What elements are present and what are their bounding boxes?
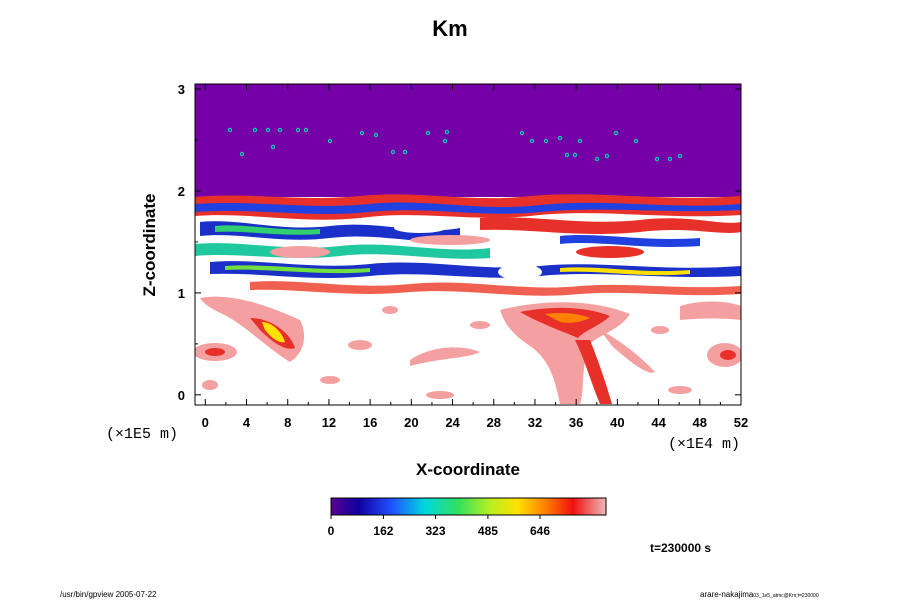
speckle-core (279, 129, 281, 131)
x-axis-title: X-coordinate (416, 460, 520, 479)
speckle-core (669, 158, 671, 160)
x-tick-label: 0 (202, 415, 209, 430)
speckle-core (267, 129, 269, 131)
x-tick-label: 44 (651, 415, 666, 430)
colorbar-label: 323 (425, 524, 445, 538)
colorbar-label: 485 (478, 524, 498, 538)
speckle-core (531, 140, 533, 142)
speckle-core (446, 131, 448, 133)
speckle-core (521, 132, 523, 134)
chart-title: Km (432, 16, 468, 41)
speckle-core (545, 140, 547, 142)
speckle-core (254, 129, 256, 131)
turbulent-band (195, 194, 741, 296)
speckle-core (404, 151, 406, 153)
speckle-core (444, 140, 446, 142)
x-tick-label: 16 (363, 415, 377, 430)
speckle-core (329, 140, 331, 142)
y-axis-title: Z-coordinate (140, 193, 159, 297)
speckle-core (272, 146, 274, 148)
speckle-core (297, 129, 299, 131)
speckle-core (615, 132, 617, 134)
footer-right: arare-nakajima03_1e5_atmc@Km;t=230000 (700, 590, 819, 599)
speckle-core (656, 158, 658, 160)
speckle-core (574, 154, 576, 156)
upper-uniform-region (195, 84, 741, 197)
x-tick-label: 24 (445, 415, 460, 430)
x-tick-label: 20 (404, 415, 418, 430)
speckle-core (427, 132, 429, 134)
speckle-core (229, 129, 231, 131)
y-tick-label: 0 (178, 388, 185, 403)
time-label: t=230000 s (650, 541, 712, 555)
speckle-core (566, 154, 568, 156)
colorbar-label: 162 (373, 524, 393, 538)
x-unit-label: (×1E4 m) (668, 436, 741, 453)
speckle-core (392, 151, 394, 153)
heatmap-field (195, 84, 741, 405)
plot-frame (194, 83, 742, 406)
speckle-core (361, 132, 363, 134)
x-tick-label: 4 (243, 415, 251, 430)
speckle-core (559, 137, 561, 139)
footer-right-main: arare-nakajima (700, 590, 754, 599)
footer-right-sub: 03_1e5_atmc@Km;t=230000 (753, 593, 819, 599)
speckle-core (305, 129, 307, 131)
speckle-core (375, 134, 377, 136)
x-tick-label: 48 (693, 415, 707, 430)
speckle-core (596, 158, 598, 160)
colorbar-ticks: 0 162 323 485 646 (328, 515, 550, 538)
speckle-core (635, 140, 637, 142)
x-tick-label: 40 (610, 415, 624, 430)
x-tick-label: 36 (569, 415, 583, 430)
speckle-core (241, 153, 243, 155)
colorbar-label: 646 (530, 524, 550, 538)
y-tick-label: 3 (178, 82, 185, 97)
lower-patches (195, 296, 741, 404)
x-tick-label: 28 (487, 415, 501, 430)
x-tick-label: 8 (284, 415, 291, 430)
colorbar (330, 497, 607, 516)
footer-left: /usr/bin/gpview 2005-07-22 (60, 590, 157, 599)
x-tick-label: 12 (322, 415, 336, 430)
y-tick-label: 2 (178, 184, 185, 199)
speckle-core (679, 155, 681, 157)
speckle-core (579, 140, 581, 142)
x-tick-label: 32 (528, 415, 542, 430)
speckle-core (606, 155, 608, 157)
colorbar-label: 0 (328, 524, 335, 538)
y-unit-label: (×1E5 m) (106, 426, 179, 443)
x-tick-label: 52 (734, 415, 748, 430)
y-tick-label: 1 (178, 286, 185, 301)
